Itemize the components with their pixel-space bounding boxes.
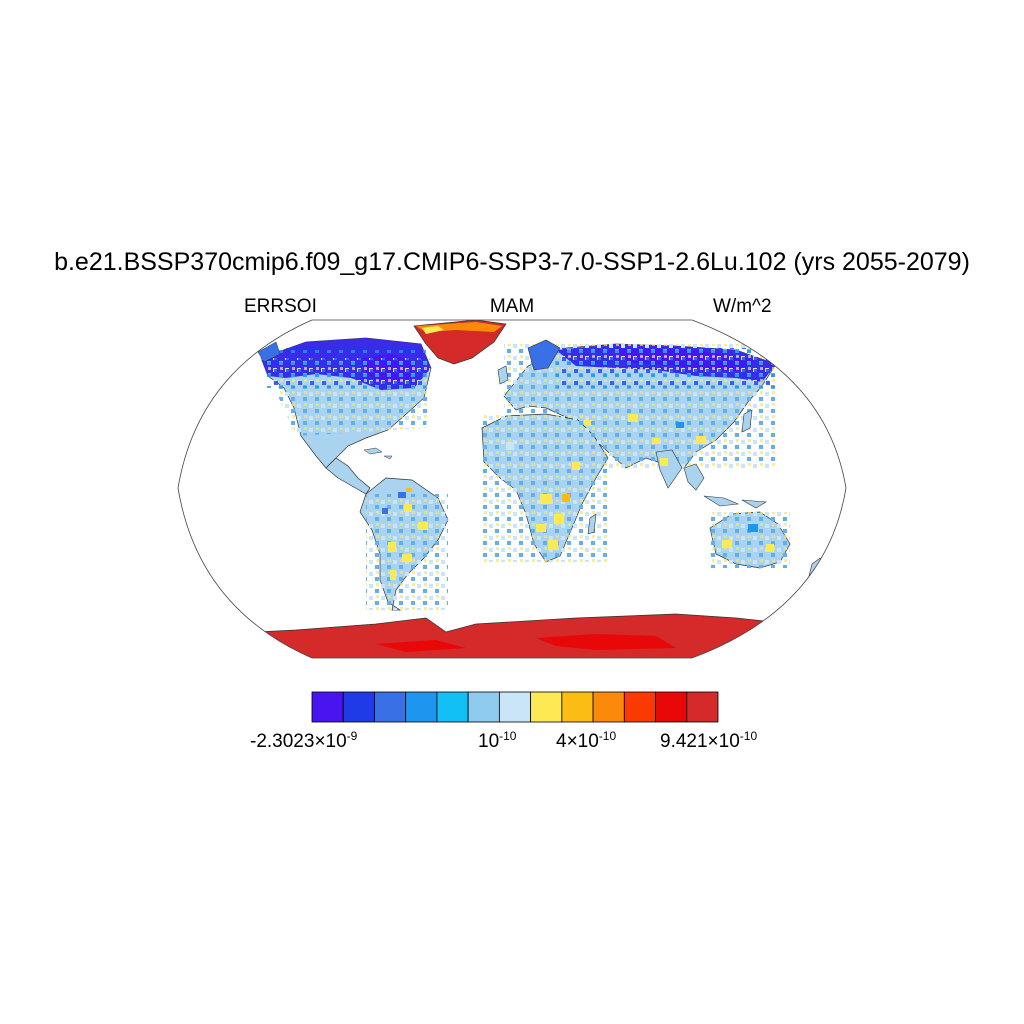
australia	[703, 495, 823, 581]
colorbar	[311, 691, 719, 723]
colorbar-box-10	[623, 691, 656, 723]
colorbar-label-max: 9.421×10-10	[660, 729, 758, 752]
south-america	[359, 477, 449, 611]
variable-label: ERRSOI	[244, 296, 317, 317]
plot-title: b.e21.BSSP370cmip6.f09_g17.CMIP6-SSP3-7.…	[54, 248, 970, 276]
colorbar-box-6	[498, 691, 532, 723]
colorbar-box-1	[342, 691, 375, 723]
world-map	[177, 319, 847, 659]
map-data-layer	[178, 320, 846, 658]
colorbar-label-1e-10: 10-10	[478, 729, 517, 752]
colorbar-box-5	[467, 691, 500, 723]
africa	[481, 413, 609, 563]
units-label: W/m^2	[713, 296, 772, 317]
colorbar-box-7	[530, 691, 563, 723]
colorbar-box-12	[686, 691, 719, 723]
greenland	[413, 320, 507, 365]
colorbar-box-2	[374, 691, 407, 723]
colorbar-box-3	[405, 691, 438, 723]
colorbar-box-0	[311, 691, 344, 723]
map-border	[177, 319, 847, 659]
season-label: MAM	[489, 296, 535, 317]
colorbar-box-4	[436, 691, 469, 723]
north-america	[257, 337, 432, 495]
colorbar-label-min: -2.3023×10-9	[250, 729, 358, 752]
colorbar-box-11	[655, 691, 688, 723]
colorbar-label-4e-10: 4×10-10	[556, 729, 617, 752]
colorbar-box-8	[561, 691, 594, 723]
colorbar-box-9	[592, 691, 625, 723]
antarctica	[178, 613, 846, 658]
